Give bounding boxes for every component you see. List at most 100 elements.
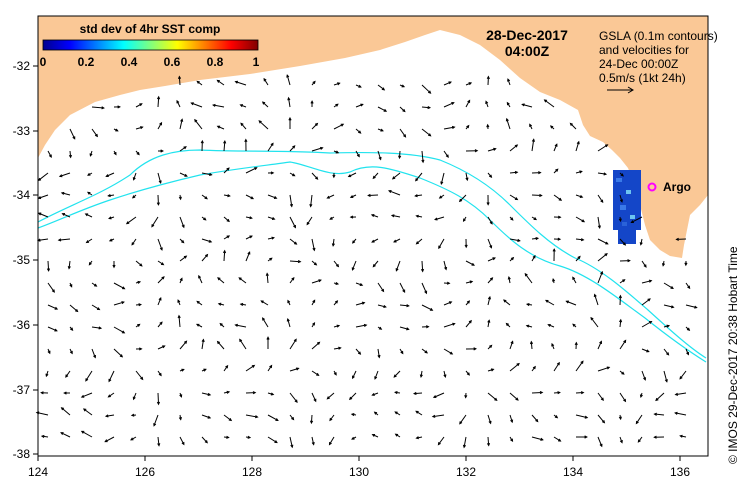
- velocity-arrow-head: [510, 419, 514, 424]
- velocity-arrow: [105, 414, 115, 417]
- velocity-arrow-head: [686, 327, 691, 331]
- velocity-arrow-head: [318, 279, 322, 283]
- velocity-arrow-head: [212, 103, 216, 107]
- velocity-arrow: [47, 326, 58, 332]
- velocity-arrow-head: [429, 307, 434, 311]
- velocity-arrow-head: [623, 398, 627, 403]
- velocity-arrow-head: [572, 276, 576, 280]
- velocity-arrow-head: [184, 173, 188, 177]
- velocity-arrow-head: [556, 361, 560, 366]
- velocity-arrow-head: [466, 124, 470, 129]
- velocity-arrow: [641, 260, 647, 268]
- velocity-arrow-head: [444, 266, 448, 271]
- velocity-arrow-head: [510, 340, 514, 344]
- velocity-arrow: [443, 323, 455, 328]
- velocity-arrow: [355, 348, 361, 355]
- contour-line-south: [37, 161, 707, 363]
- y-tick-label: -38: [13, 447, 31, 461]
- velocity-arrow: [443, 150, 449, 158]
- x-tick-label: 134: [563, 465, 583, 479]
- velocity-arrow: [506, 118, 511, 130]
- velocity-arrow-head: [510, 256, 515, 261]
- velocity-arrow: [157, 436, 160, 446]
- velocity-arrow: [62, 213, 71, 218]
- velocity-arrow-head: [130, 437, 134, 441]
- velocity-arrow: [106, 172, 115, 177]
- velocity-arrow: [675, 412, 687, 416]
- velocity-arrow-head: [647, 298, 651, 302]
- velocity-arrow: [421, 106, 430, 109]
- velocity-arrow: [38, 194, 49, 199]
- velocity-arrow: [81, 392, 93, 398]
- velocity-arrow-head: [394, 433, 399, 437]
- velocity-arrow-head: [402, 289, 406, 294]
- velocity-arrow-head: [239, 104, 244, 108]
- velocity-arrow-head: [515, 397, 519, 401]
- velocity-arrow-head: [104, 439, 108, 443]
- velocity-arrow-head: [428, 133, 432, 137]
- velocity-arrow: [157, 238, 163, 251]
- velocity-arrow-head: [597, 225, 601, 229]
- velocity-arrow-head: [579, 195, 584, 199]
- argo-marker: [647, 182, 657, 192]
- velocity-arrow-head: [261, 101, 266, 105]
- velocity-arrow-head: [161, 276, 165, 280]
- velocity-arrow: [619, 238, 626, 246]
- velocity-arrow-head: [119, 354, 124, 358]
- velocity-arrow-head: [297, 259, 302, 264]
- velocity-arrow-head: [334, 300, 339, 304]
- velocity-arrow-head: [464, 395, 468, 399]
- velocity-arrow: [262, 101, 269, 108]
- velocity-arrow: [179, 119, 183, 130]
- velocity-arrow-head: [618, 318, 623, 323]
- velocity-arrow: [69, 128, 76, 140]
- velocity-arrow-head: [684, 262, 688, 267]
- velocity-arrow: [191, 102, 203, 108]
- colorbar: [42, 39, 259, 51]
- velocity-arrow: [38, 238, 49, 241]
- velocity-arrow: [509, 194, 518, 200]
- velocity-arrow-head: [581, 219, 586, 223]
- velocity-arrow-head: [140, 376, 144, 381]
- velocity-arrow-head: [265, 272, 269, 276]
- velocity-arrow-head: [289, 203, 294, 208]
- velocity-arrow-head: [137, 280, 142, 284]
- velocity-arrow-head: [373, 411, 378, 415]
- velocity-arrow: [631, 216, 643, 223]
- velocity-arrow-head: [40, 434, 45, 439]
- velocity-arrow-head: [138, 303, 142, 307]
- velocity-arrow-head: [183, 146, 187, 150]
- velocity-arrow: [258, 120, 269, 130]
- velocity-arrow: [69, 304, 78, 312]
- velocity-arrow-head: [539, 193, 543, 198]
- velocity-arrow-head: [179, 394, 183, 398]
- velocity-arrow-head: [293, 241, 298, 245]
- velocity-arrow: [289, 238, 297, 245]
- velocity-arrow: [135, 260, 143, 267]
- velocity-arrow-head: [194, 118, 198, 123]
- velocity-arrow-head: [505, 117, 509, 122]
- velocity-arrow: [597, 194, 604, 203]
- velocity-arrow-head: [286, 317, 290, 322]
- velocity-arrow-head: [108, 378, 112, 383]
- x-tick-label: 128: [242, 465, 262, 479]
- velocity-arrow: [91, 326, 102, 329]
- velocity-arrow: [459, 194, 467, 202]
- velocity-arrow-head: [648, 320, 653, 324]
- velocity-arrow-head: [584, 435, 588, 439]
- velocity-arrow-head: [94, 133, 98, 138]
- velocity-arrow-head: [569, 122, 573, 126]
- velocity-arrow-head: [380, 128, 384, 132]
- velocity-arrow-head: [286, 74, 290, 78]
- velocity-arrow-head: [420, 268, 425, 273]
- velocity-arrow-head: [554, 415, 559, 419]
- velocity-arrow: [463, 436, 467, 448]
- velocity-arrow-head: [181, 224, 185, 229]
- velocity-arrow-head: [378, 326, 383, 330]
- velocity-arrow: [113, 282, 125, 290]
- velocity-arrow-head: [121, 301, 125, 305]
- velocity-arrow-head: [393, 374, 397, 378]
- velocity-arrow: [198, 275, 203, 284]
- velocity-arrow-head: [226, 390, 231, 394]
- velocity-arrow-head: [139, 103, 143, 107]
